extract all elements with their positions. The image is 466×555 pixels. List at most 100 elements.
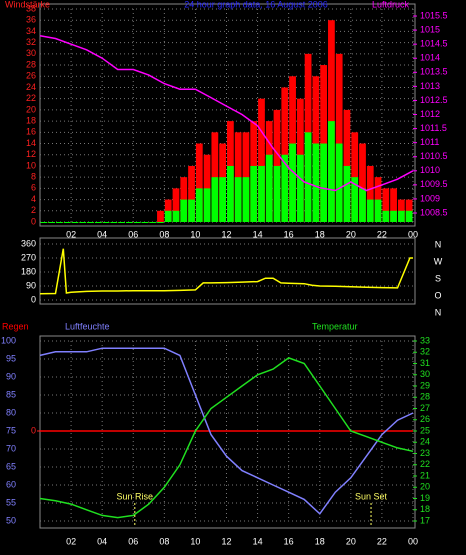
line bbox=[39, 357, 414, 519]
bar bbox=[390, 188, 397, 222]
x-tick-label: 16 bbox=[284, 229, 294, 239]
bar bbox=[335, 53, 343, 223]
bar bbox=[250, 165, 258, 222]
y2-tick-label: 29 bbox=[420, 380, 430, 390]
y-tick-label: 90 bbox=[26, 280, 36, 290]
y-tick-label: 6 bbox=[31, 183, 36, 193]
y2-tick-label: 1014 bbox=[420, 53, 440, 63]
x-tick-label: 20 bbox=[346, 229, 356, 239]
bar bbox=[351, 177, 359, 222]
x-tick-label: 12 bbox=[221, 536, 231, 546]
y2-tick-label: 1009 bbox=[420, 193, 440, 203]
y-tick-label: 12 bbox=[26, 149, 36, 159]
line bbox=[39, 347, 414, 515]
y2-tick-label: 30 bbox=[420, 369, 430, 379]
y-tick-label: 36 bbox=[26, 15, 36, 25]
x-tick-label: 00 bbox=[408, 229, 418, 239]
x-tick-label: 08 bbox=[159, 536, 169, 546]
x-tick-label: 10 bbox=[190, 536, 200, 546]
bar bbox=[234, 177, 242, 222]
y-tick-label: 26 bbox=[26, 71, 36, 81]
bar bbox=[188, 165, 195, 222]
bar bbox=[265, 154, 273, 222]
bar bbox=[382, 210, 390, 222]
y-tick-label: 32 bbox=[26, 37, 36, 47]
y2-tick-label: 20 bbox=[420, 482, 430, 492]
compass-label: O bbox=[434, 290, 441, 300]
y2-tick-label: 23 bbox=[420, 448, 430, 458]
compass-label: W bbox=[434, 256, 443, 266]
y2-tick-label: 1011.5 bbox=[420, 123, 447, 133]
bar bbox=[289, 143, 296, 222]
y2-tick-label: 24 bbox=[420, 437, 430, 447]
y-tick-label: 16 bbox=[26, 127, 36, 137]
y2-tick-label: 1009.5 bbox=[420, 179, 448, 189]
y3-tick-label: 0 bbox=[31, 425, 36, 435]
y-tick-label: 24 bbox=[26, 82, 36, 92]
y2-tick-label: 32 bbox=[420, 347, 430, 357]
plot-frame bbox=[39, 237, 416, 305]
y-tick-label: 180 bbox=[21, 266, 36, 276]
bar bbox=[71, 222, 79, 223]
bar bbox=[102, 222, 110, 223]
bar bbox=[343, 165, 351, 222]
bar bbox=[195, 188, 203, 222]
bar bbox=[157, 210, 164, 222]
y-tick-label: 34 bbox=[26, 26, 36, 36]
x-tick-label: 22 bbox=[377, 536, 387, 546]
x-tick-label: 04 bbox=[97, 536, 107, 546]
line bbox=[39, 248, 413, 295]
bar bbox=[405, 210, 413, 222]
y-tick-label: 270 bbox=[21, 252, 36, 262]
y2-tick-label: 28 bbox=[420, 392, 430, 402]
compass-label: S bbox=[435, 273, 441, 283]
bar bbox=[335, 143, 343, 222]
y-tick-label: 85 bbox=[6, 389, 16, 399]
bar bbox=[118, 222, 125, 223]
x-tick-label: 14 bbox=[253, 229, 263, 239]
x-tick-label: 06 bbox=[128, 229, 138, 239]
y-tick-label: 0 bbox=[31, 294, 36, 304]
y2-tick-label: 1010.5 bbox=[420, 151, 448, 161]
y-tick-label: 8 bbox=[31, 172, 36, 182]
bar bbox=[87, 222, 94, 223]
bar bbox=[366, 165, 374, 222]
bar bbox=[164, 210, 172, 222]
y-tick-label: 18 bbox=[26, 115, 36, 125]
y-tick-label: 0 bbox=[31, 216, 36, 226]
bar bbox=[172, 188, 180, 222]
y2-tick-label: 18 bbox=[420, 504, 430, 514]
x-tick-label: 02 bbox=[66, 536, 76, 546]
bar bbox=[320, 143, 328, 222]
y2-tick-label: 31 bbox=[420, 358, 430, 368]
bar bbox=[296, 154, 304, 222]
x-tick-label: 00 bbox=[408, 536, 418, 546]
line bbox=[39, 34, 414, 192]
bar bbox=[63, 222, 71, 223]
y-tick-label: 95 bbox=[6, 353, 16, 363]
chart-title: 24 hour graph data, 16 August 2006 bbox=[184, 0, 328, 9]
y-tick-label: 22 bbox=[26, 93, 36, 103]
bar bbox=[328, 121, 335, 222]
y2-tick-label: 1013.5 bbox=[420, 67, 448, 77]
legend-label: Luftfeuchte bbox=[65, 321, 110, 331]
y2-tick-label: 1012 bbox=[420, 109, 440, 119]
bar bbox=[133, 222, 141, 223]
bar bbox=[157, 222, 164, 223]
bar bbox=[219, 177, 226, 222]
bar bbox=[390, 210, 397, 222]
y2-tick-label: 1012.5 bbox=[420, 95, 448, 105]
bar bbox=[211, 177, 219, 222]
x-tick-label: 14 bbox=[253, 536, 263, 546]
y-tick-label: 90 bbox=[6, 371, 16, 381]
y2-tick-label: 1013 bbox=[420, 81, 440, 91]
bar bbox=[40, 222, 48, 223]
y2-tick-label: 1010 bbox=[420, 165, 440, 175]
y2-axis-label: Luftdruck bbox=[372, 0, 410, 9]
y-tick-label: 70 bbox=[6, 443, 16, 453]
compass-label: N bbox=[435, 239, 442, 249]
y-axis-label: Windstärke bbox=[5, 0, 50, 9]
y-tick-label: 14 bbox=[26, 138, 36, 148]
